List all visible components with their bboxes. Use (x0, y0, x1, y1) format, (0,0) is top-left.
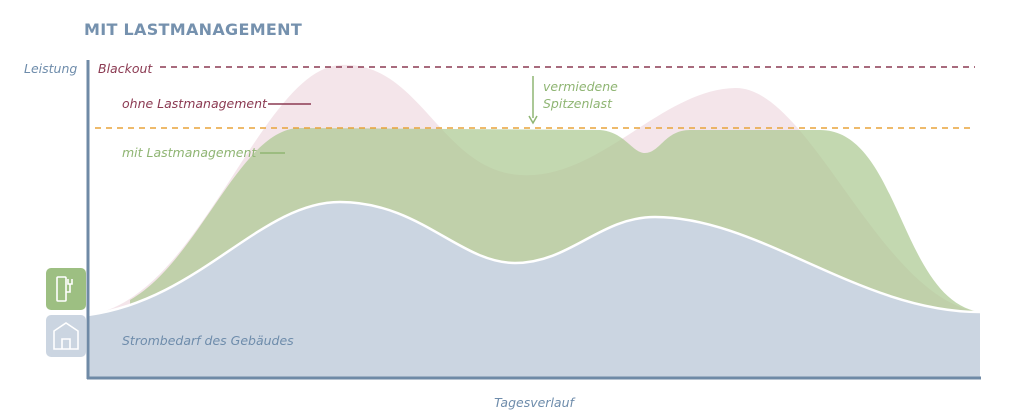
avoided-label: vermiedene (543, 79, 618, 94)
avoided-label: Spitzenlast (543, 96, 613, 111)
building-icon (53, 322, 79, 350)
charger-icon (56, 276, 73, 302)
x-axis-label: Tagesverlauf (494, 395, 575, 410)
building-icon-box (46, 315, 86, 357)
building-demand (88, 202, 980, 378)
y-axis-label: Leistung (24, 61, 77, 76)
title: MIT LASTMANAGEMENT (84, 20, 302, 39)
avoided-arrowhead (528, 115, 538, 125)
blackout-label: Blackout (98, 61, 153, 76)
building-demand-edge (87, 200, 981, 317)
building-label: Strombedarf des Gebäudes (122, 333, 294, 348)
without-label: ohne Lastmanagement (122, 96, 268, 111)
with-label: mit Lastmanagement (122, 145, 257, 160)
